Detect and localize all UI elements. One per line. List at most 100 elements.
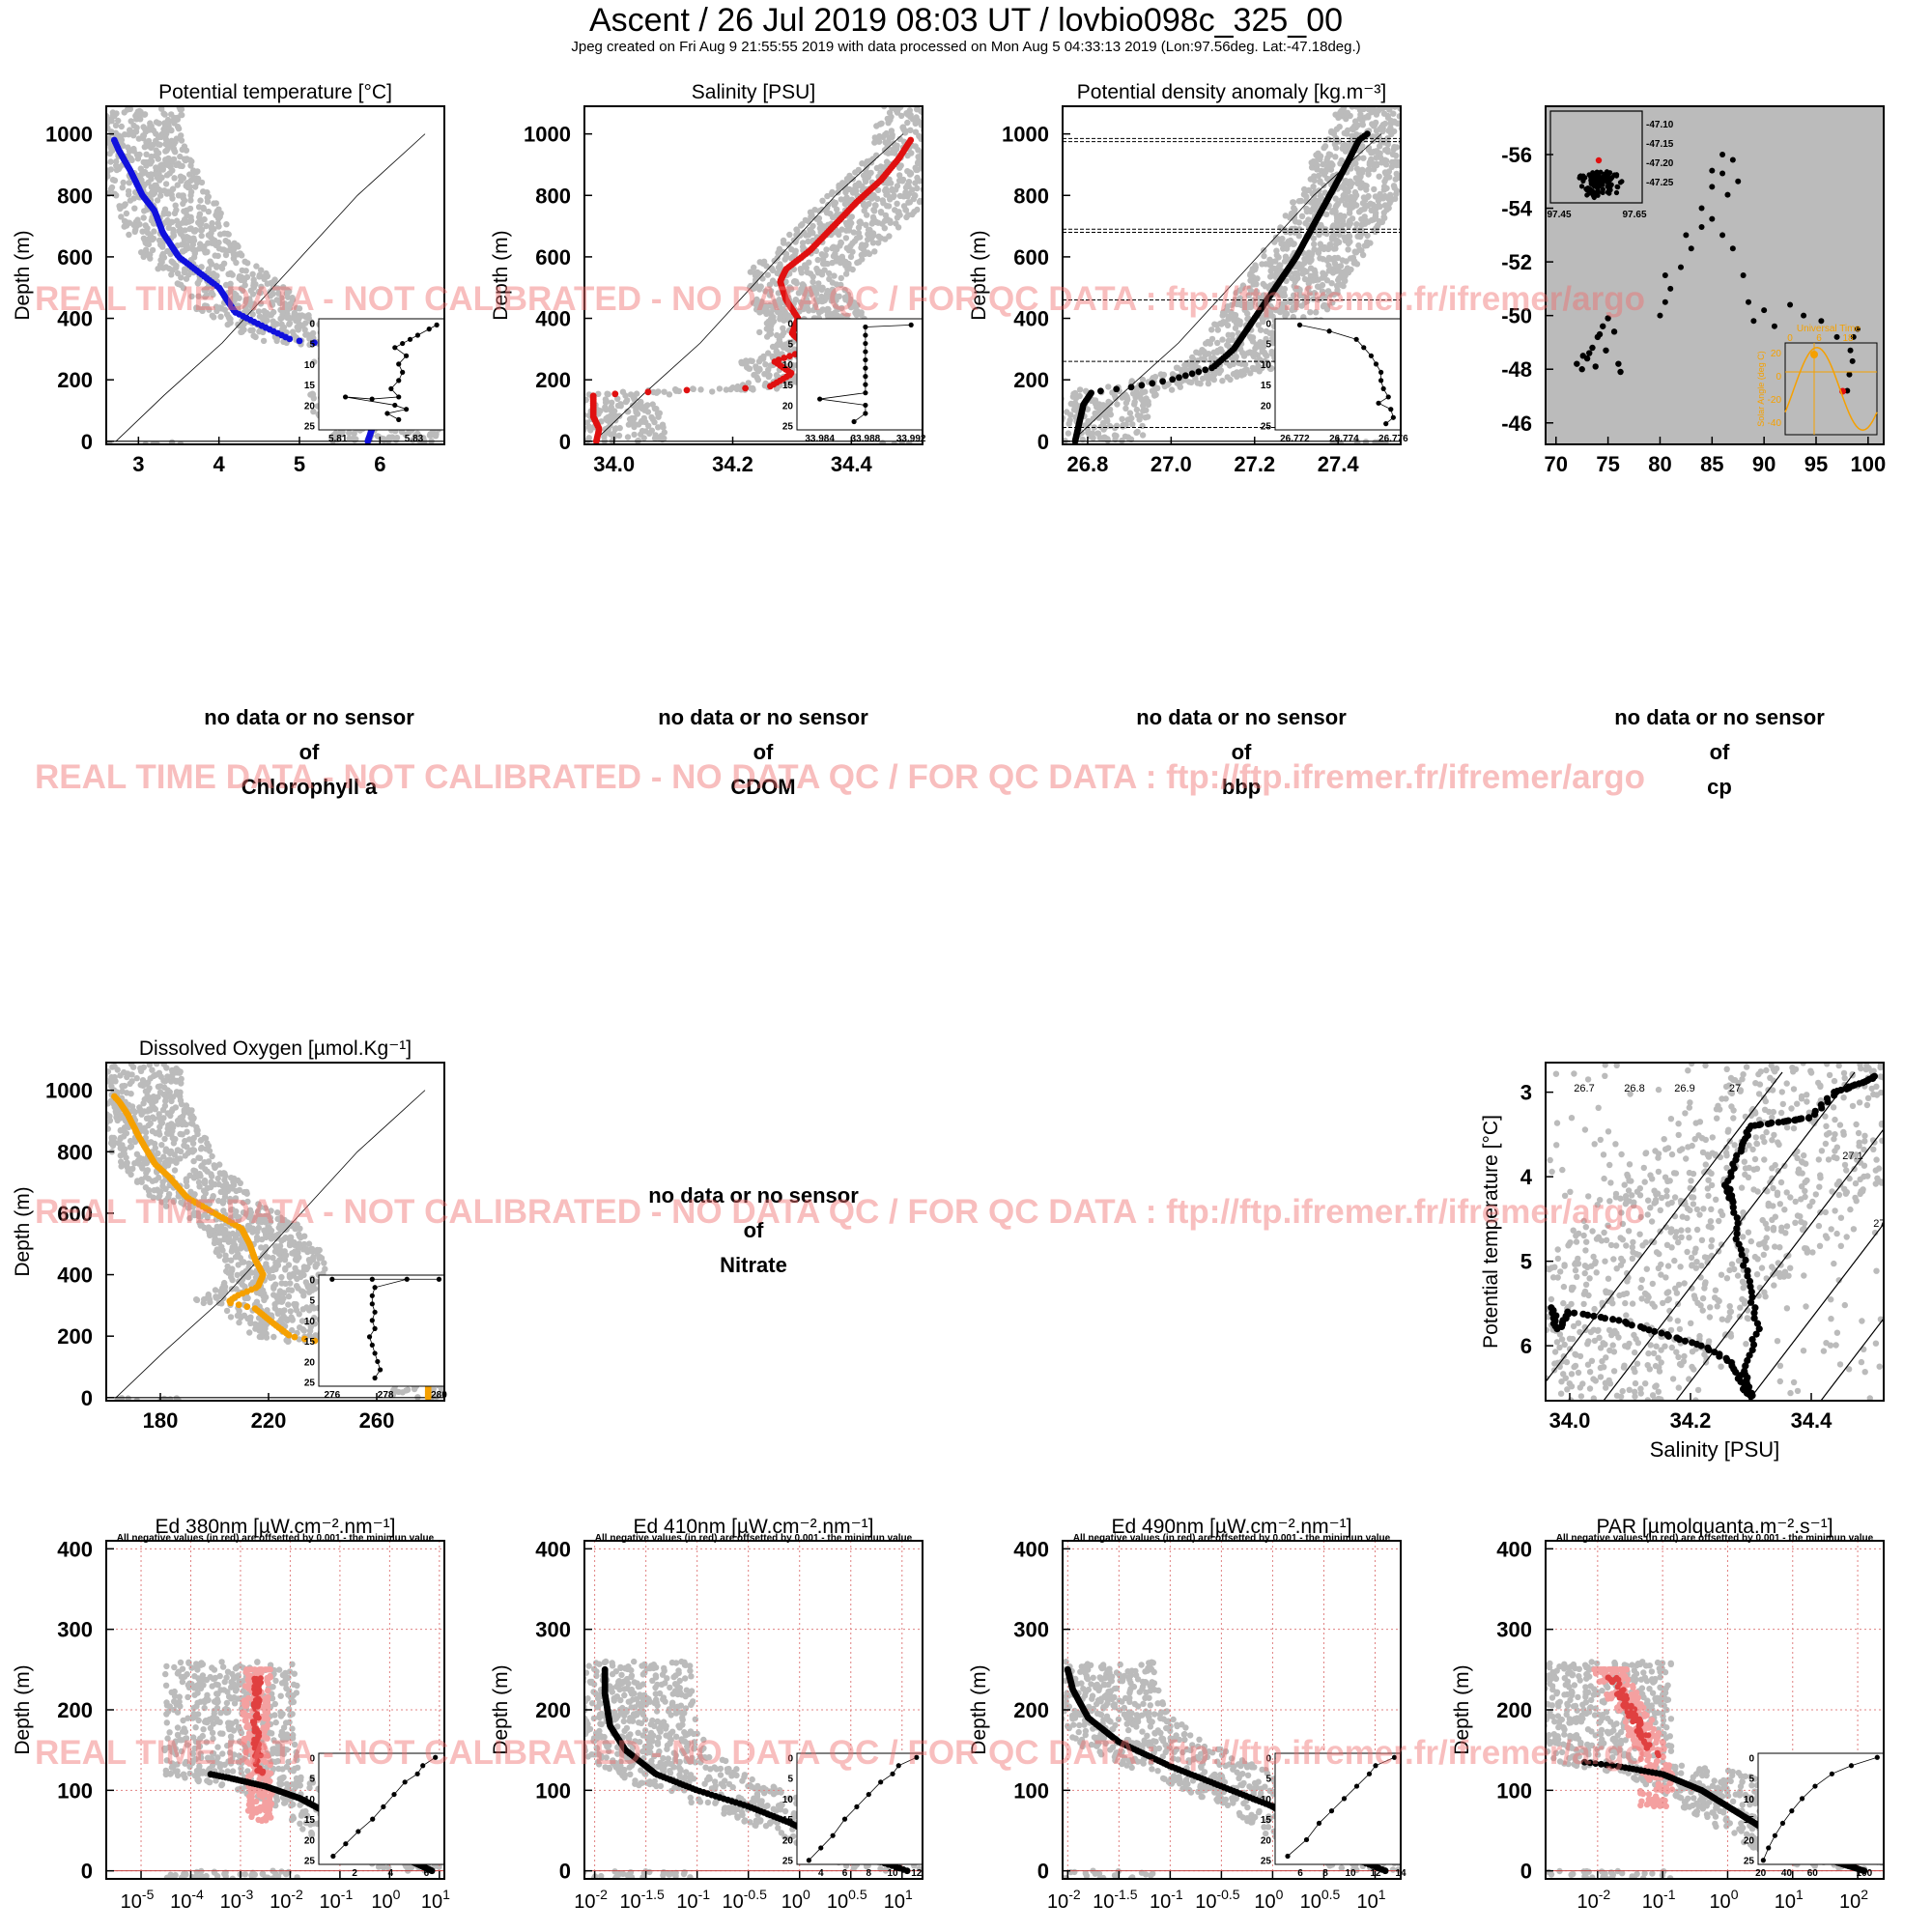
cloud-point — [205, 208, 213, 215]
cloud-point — [147, 251, 154, 258]
cloud-point — [885, 139, 892, 146]
inset-map-point — [1610, 328, 1618, 335]
cloud-point — [962, 156, 968, 161]
cloud-point — [255, 288, 262, 296]
cloud-point — [1309, 190, 1316, 197]
cloud-point — [951, 121, 956, 127]
cloud-point — [945, 174, 951, 180]
cloud-point — [1291, 292, 1297, 298]
cloud-point — [1239, 282, 1247, 289]
cloud-point — [1351, 188, 1359, 196]
cloud-point — [1426, 133, 1432, 139]
cloud-point — [1404, 111, 1409, 117]
cloud-point — [1365, 112, 1372, 120]
cloud-point — [225, 231, 232, 238]
cloud-point — [970, 116, 976, 122]
cloud-point — [158, 259, 165, 266]
cloud-point — [774, 254, 781, 262]
cloud-point — [140, 124, 147, 130]
cloud-point — [450, 374, 456, 380]
cloud-point — [1126, 410, 1134, 416]
cloud-point — [1287, 214, 1293, 221]
cloud-point — [1392, 176, 1399, 183]
chart-title: Salinity [PSU] — [692, 81, 815, 103]
cloud-point — [192, 227, 199, 234]
cloud-point — [931, 183, 937, 188]
cloud-point — [177, 162, 184, 169]
cloud-point — [770, 314, 777, 321]
cloud-point — [208, 289, 215, 296]
cloud-point — [904, 119, 911, 127]
cloud-point — [223, 221, 230, 228]
cloud-point — [848, 219, 855, 227]
cloud-point — [1122, 421, 1129, 428]
cloud-point — [815, 214, 823, 222]
cloud-point — [1119, 415, 1125, 422]
cloud-point — [871, 139, 878, 146]
cloud-point — [954, 130, 960, 136]
cloud-point — [947, 145, 952, 151]
profile-point — [110, 136, 118, 144]
cloud-point — [569, 392, 575, 398]
y-tick-label: 800 — [535, 184, 571, 208]
profile-point — [1088, 389, 1094, 397]
cloud-point — [1214, 347, 1221, 355]
profile-point — [781, 355, 788, 361]
cloud-point — [767, 323, 775, 329]
cloud-point — [1198, 355, 1205, 362]
cloud-point — [134, 156, 142, 162]
track-point — [1683, 232, 1690, 239]
cloud-point — [866, 200, 872, 208]
cloud-point — [1321, 182, 1327, 189]
cloud-point — [751, 264, 757, 271]
cloud-point — [559, 401, 565, 407]
cloud-point — [902, 207, 910, 213]
cloud-point — [946, 123, 952, 128]
cloud-point — [106, 168, 111, 175]
cloud-point — [764, 271, 771, 278]
cloud-point — [1291, 283, 1297, 290]
cloud-point — [1305, 285, 1312, 293]
cloud-point — [1256, 368, 1263, 375]
panel-psal: Salinity [PSU]33.984 33.988 33.99205101520… — [490, 81, 976, 476]
cloud-point — [215, 223, 222, 230]
cloud-point — [616, 424, 623, 432]
cloud-point — [870, 207, 877, 213]
cloud-point — [1336, 222, 1343, 229]
cloud-point — [902, 189, 909, 196]
cloud-point — [642, 418, 649, 426]
cloud-point — [1373, 205, 1379, 212]
cloud-point — [946, 130, 952, 136]
cloud-point — [97, 180, 102, 185]
cloud-point — [1421, 137, 1427, 143]
cloud-point — [912, 164, 919, 171]
cloud-point — [622, 392, 629, 399]
cloud-point — [239, 328, 245, 335]
cloud-point — [568, 417, 574, 423]
cloud-point — [455, 384, 461, 390]
cloud-point — [933, 110, 939, 116]
cloud-point — [897, 162, 904, 169]
cloud-point — [123, 210, 130, 217]
cloud-point — [761, 371, 768, 378]
cloud-point — [197, 197, 204, 204]
cloud-point — [1378, 124, 1385, 130]
cloud-point — [956, 140, 962, 146]
cloud-point — [1360, 106, 1367, 113]
cloud-point — [1208, 335, 1216, 343]
cloud-point — [1191, 364, 1198, 371]
cloud-point — [98, 160, 103, 166]
cloud-point — [947, 151, 952, 156]
cloud-point — [161, 187, 168, 194]
cloud-point — [854, 259, 861, 267]
cloud-point — [258, 283, 265, 290]
cloud-point — [1354, 155, 1362, 161]
cloud-point — [1313, 309, 1320, 316]
cloud-point — [829, 259, 836, 267]
cloud-point — [1352, 159, 1359, 167]
cloud-point — [1351, 118, 1359, 125]
profile-point — [1138, 382, 1146, 389]
profile-point — [611, 390, 619, 398]
cloud-point — [1131, 398, 1138, 406]
